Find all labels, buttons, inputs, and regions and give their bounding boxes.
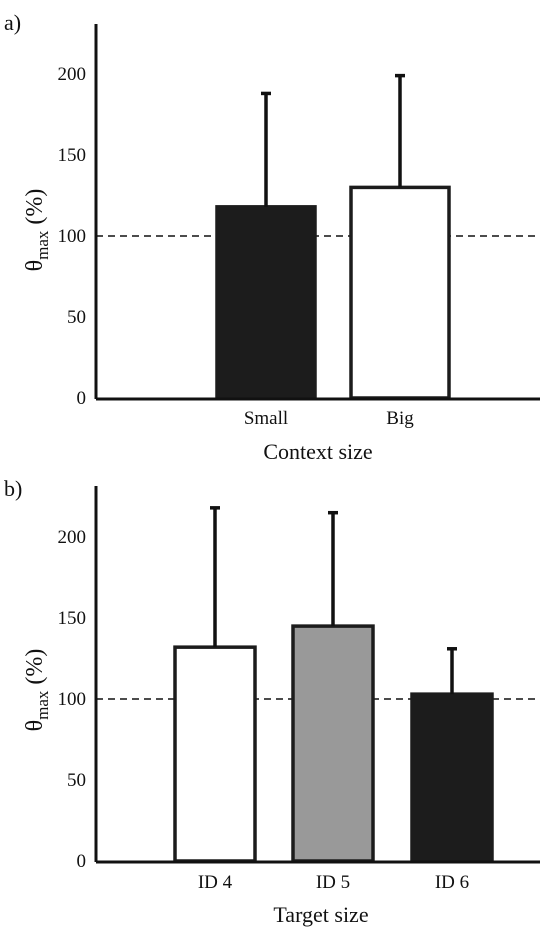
panel-b-y-tick-label: 50 [67,770,86,791]
panel-a-bar-small [215,205,317,400]
panel-b-ylabel-suffix: (%) [22,649,48,691]
panel-b-bar-id-6 [410,692,494,863]
panel-a-y-tick-label: 200 [58,64,87,85]
panel-a-x-tick-label: Small [244,408,288,429]
panel-b-ylabel-symbol: θ [22,720,48,732]
panel-b-bar-id-4 [173,645,257,863]
panel-b-bar-id-5 [291,624,375,863]
chart-panel-a: a) θmax (%) 0 50 100 150 200 Small Big Contex… [4,10,540,464]
panel-b-x-tick-label: ID 4 [198,872,233,893]
panel-b-y-axis-label: θmax (%) [22,649,52,732]
panel-a-ylabel-subscript: max [33,230,52,260]
panel-b-x-axis-label: Target size [273,902,368,927]
panel-a-label: a) [4,10,21,35]
panel-b-y-tick-label: 0 [77,851,87,872]
panel-b-x-tick-label: ID 5 [316,872,350,893]
panel-a-x-axis-label: Context size [263,439,372,464]
panel-b-label: b) [4,476,22,501]
panel-a-y-tick-label: 0 [77,388,87,409]
panel-a-x-tick-label: Big [386,408,414,429]
panel-b-y-tick-label: 200 [58,527,87,548]
svg-text:θmax (%): θmax (%) [22,649,52,732]
panel-b-ylabel-subscript: max [33,690,52,720]
panel-a-y-axis-label: θmax (%) [22,189,52,272]
panel-a-y-tick-label: 100 [58,226,87,247]
panel-a-ylabel-symbol: θ [22,260,48,272]
svg-text:θmax (%): θmax (%) [22,189,52,272]
panel-a-y-tick-label: 50 [67,307,86,328]
panel-a-ylabel-suffix: (%) [22,189,48,231]
panel-b-y-tick-label: 150 [58,608,87,629]
panel-a-bar-big [349,185,451,400]
panel-b-y-tick-label: 100 [58,689,87,710]
panel-b-x-tick-label: ID 6 [435,872,469,893]
chart-panel-b: b) θmax (%) 0 50 100 150 200 ID 4 ID 5 ID 6 Ta… [4,476,540,927]
panel-a-y-tick-label: 150 [58,145,87,166]
